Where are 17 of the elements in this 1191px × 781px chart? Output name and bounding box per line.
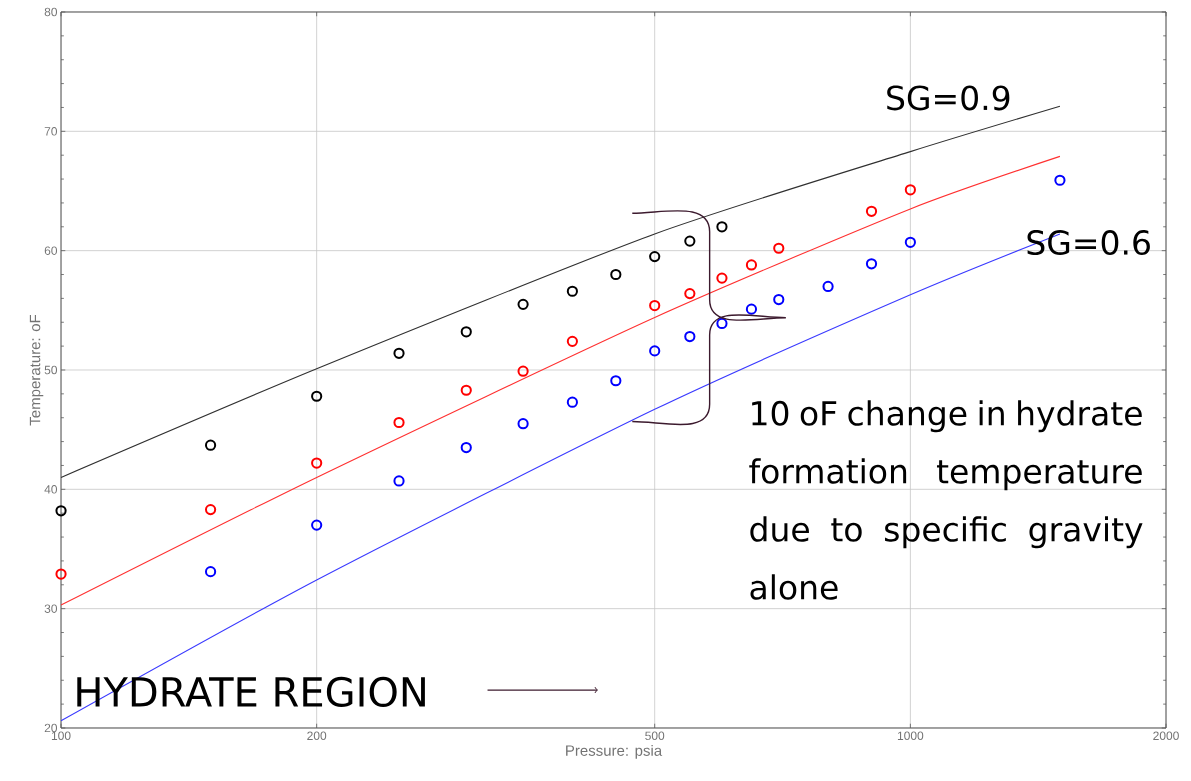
x-tick-label: 500: [645, 731, 665, 741]
x-axis-title: Pressure: psia: [566, 744, 663, 759]
y-tick-label: 60: [44, 246, 58, 255]
y-tick-label: 50: [44, 365, 58, 375]
y-tick-label: 80: [44, 7, 58, 17]
y-tick-label: 70: [44, 127, 58, 136]
y-tick-label: 30: [44, 604, 58, 613]
x-tick-label: 1000: [897, 731, 924, 741]
y-axis-title: Temperature: oF: [29, 314, 44, 426]
annotation: SG=0.6: [1027, 230, 1150, 256]
annotation: 10 oF change in hydrate formation temperature due to specific gravity alone: [749, 400, 1143, 600]
x-tick-label: 100: [51, 731, 71, 741]
annotation: SG=0.9: [887, 85, 1010, 111]
x-tick-label: 2000: [1153, 731, 1179, 741]
x-tick-label: 200: [307, 731, 327, 741]
y-tick-label: 40: [44, 485, 58, 494]
y-tick-label: 20: [44, 723, 58, 733]
